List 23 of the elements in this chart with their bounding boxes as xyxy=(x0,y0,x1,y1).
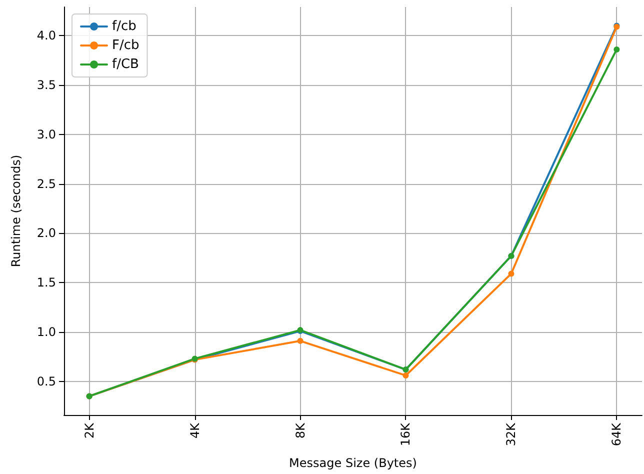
x-tick-label: 16K xyxy=(398,422,413,446)
point xyxy=(508,270,514,277)
x-tick-label: 32K xyxy=(504,422,518,446)
legend-label: F/cb xyxy=(112,38,140,53)
y-tick-label: 0.5 xyxy=(36,374,56,388)
x-tick-label: 2K xyxy=(82,422,96,439)
point xyxy=(614,46,620,52)
x-tick-label: 8K xyxy=(293,422,308,439)
y-tick-label: 2.5 xyxy=(36,176,56,191)
legend-label: f/cb xyxy=(112,19,136,34)
y-tick-label: 1.5 xyxy=(36,276,56,290)
x-tick-label: 64K xyxy=(610,422,624,446)
y-tick-label: 3.0 xyxy=(36,127,56,142)
y-tick-label: 3.5 xyxy=(36,78,56,92)
y-axis-title: Runtime (seconds) xyxy=(9,154,23,268)
x-tick-label: 4K xyxy=(188,422,202,439)
x-axis-title: Message Size (Bytes) xyxy=(289,456,417,470)
y-tick-label: 1.0 xyxy=(36,325,56,340)
point xyxy=(297,338,304,344)
y-tick-label: 4.0 xyxy=(36,28,56,43)
legend-label: f/CB xyxy=(112,57,139,72)
point xyxy=(402,372,409,378)
y-tick-label: 2.0 xyxy=(36,226,56,240)
